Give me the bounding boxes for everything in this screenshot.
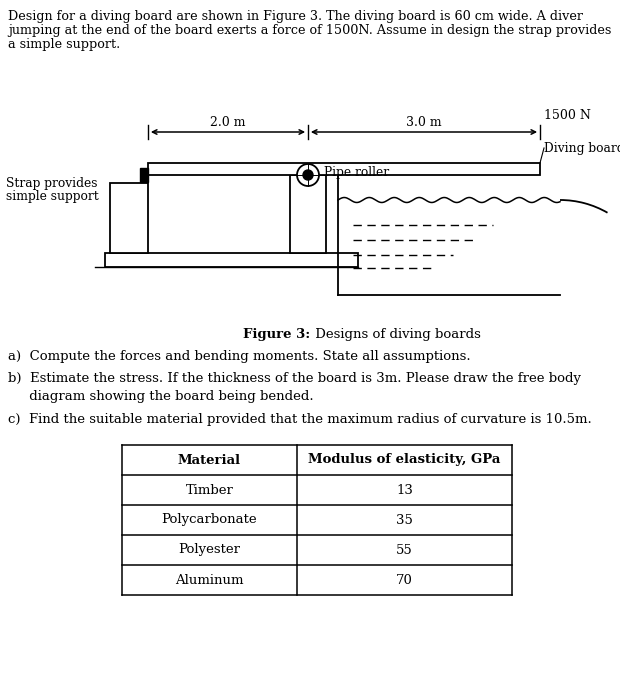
Text: 70: 70 [396, 574, 413, 587]
Text: 55: 55 [396, 544, 413, 556]
Bar [290, 175, 326, 253]
Text: Polyester: Polyester [179, 544, 241, 556]
Text: Timber: Timber [185, 484, 234, 497]
Text: 13: 13 [396, 484, 413, 497]
Text: Figure 3:: Figure 3: [243, 328, 310, 341]
Text: Polycarbonate: Polycarbonate [162, 513, 257, 527]
Text: 1500 N: 1500 N [544, 108, 591, 122]
Text: a simple support.: a simple support. [8, 38, 120, 51]
Bar [110, 183, 148, 253]
Circle shape [303, 170, 313, 180]
Text: jumping at the end of the board exerts a force of 1500N. Assume in design the st: jumping at the end of the board exerts a… [8, 24, 611, 37]
Text: Modulus of elasticity, GPa: Modulus of elasticity, GPa [308, 453, 501, 466]
Bar [148, 163, 540, 175]
Text: diagram showing the board being bended.: diagram showing the board being bended. [8, 390, 314, 403]
Text: Strap provides: Strap provides [6, 176, 97, 189]
Text: simple support: simple support [6, 189, 99, 202]
Bar [105, 253, 358, 267]
Text: Designs of diving boards: Designs of diving boards [311, 328, 481, 341]
Bar [140, 168, 148, 182]
Text: a)  Compute the forces and bending moments. State all assumptions.: a) Compute the forces and bending moment… [8, 350, 471, 363]
Text: Design for a diving board are shown in Figure 3. The diving board is 60 cm wide.: Design for a diving board are shown in F… [8, 10, 583, 23]
Text: b)  Estimate the stress. If the thickness of the board is 3m. Please draw the fr: b) Estimate the stress. If the thickness… [8, 372, 581, 385]
Text: Material: Material [178, 453, 241, 466]
Text: c)  Find the suitable material provided that the maximum radius of curvature is : c) Find the suitable material provided t… [8, 413, 591, 426]
Circle shape [297, 164, 319, 186]
Text: 35: 35 [396, 513, 413, 527]
Text: Aluminum: Aluminum [175, 574, 244, 587]
Text: 2.0 m: 2.0 m [210, 116, 246, 129]
Text: Pipe roller: Pipe roller [324, 166, 389, 178]
Text: Diving board: Diving board [544, 142, 620, 155]
Text: 3.0 m: 3.0 m [406, 116, 442, 129]
